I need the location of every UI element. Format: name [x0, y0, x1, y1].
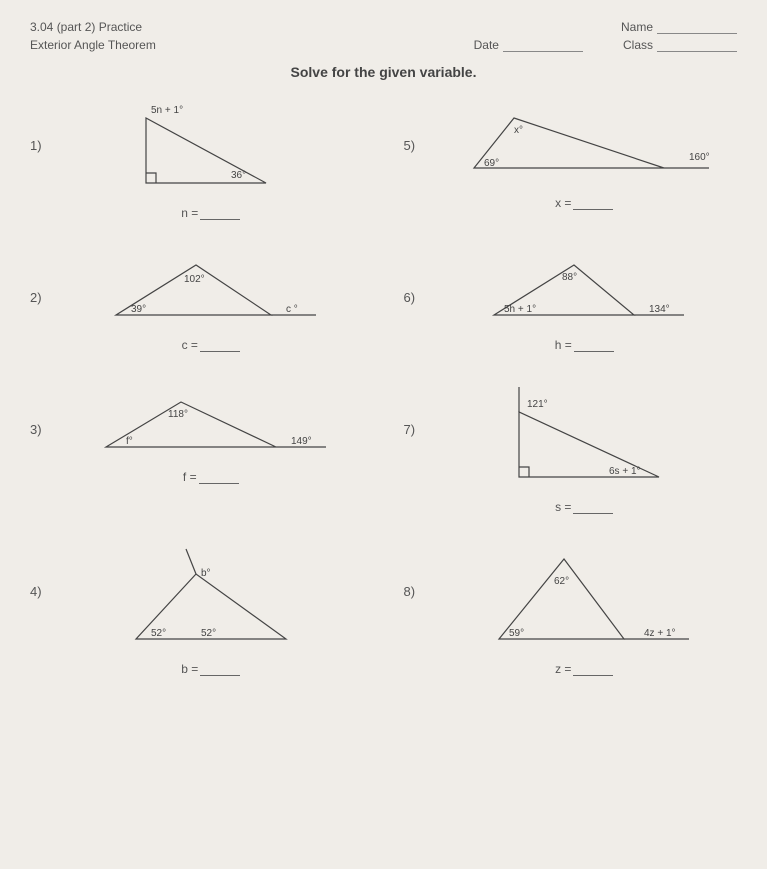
svg-text:6s + 1°: 6s + 1° [609, 466, 641, 477]
problem-number: 7) [404, 422, 422, 437]
problem-5: 5) 69° x° 160° x = [404, 98, 738, 220]
instruction-text: Solve for the given variable. [30, 64, 737, 80]
answer-line: s = [555, 500, 613, 514]
svg-text:62°: 62° [554, 576, 569, 587]
svg-text:52°: 52° [201, 628, 216, 639]
svg-text:f°: f° [126, 436, 133, 447]
triangle-7: 121° 6s + 1° [489, 382, 679, 492]
triangle-4: b° 52° 52° [111, 544, 311, 654]
problem-number: 3) [30, 422, 48, 437]
answer-line: x = [555, 196, 613, 210]
triangle-2: 39° 102° c ° [96, 250, 326, 330]
problem-8: 8) 62° 59° 4z + 1° z = [404, 544, 738, 676]
date-field: Date [474, 38, 583, 52]
problem-2: 2) 39° 102° c ° c = [30, 250, 364, 352]
svg-text:102°: 102° [184, 274, 205, 285]
problem-4: 4) b° 52° 52° b = [30, 544, 364, 676]
svg-text:c °: c ° [286, 304, 298, 315]
triangle-5: 69° x° 160° [454, 98, 714, 188]
problem-number: 4) [30, 584, 48, 599]
problem-6: 6) 88° 5h + 1° 134° h = [404, 250, 738, 352]
svg-text:134°: 134° [649, 304, 670, 315]
svg-text:5h + 1°: 5h + 1° [504, 304, 536, 315]
name-field: Name [621, 20, 737, 34]
svg-text:4z + 1°: 4z + 1° [644, 628, 676, 639]
problem-3: 3) f° 118° 149° f = [30, 382, 364, 514]
problem-number: 5) [404, 138, 422, 153]
problem-1: 1) 5n + 1° 36° n = [30, 98, 364, 220]
svg-text:88°: 88° [562, 272, 577, 283]
svg-text:x°: x° [514, 125, 523, 136]
answer-line: c = [182, 338, 240, 352]
class-field: Class [623, 38, 737, 52]
svg-text:118°: 118° [168, 409, 188, 420]
svg-text:121°: 121° [527, 399, 548, 410]
triangle-6: 88° 5h + 1° 134° [474, 250, 694, 330]
triangle-1: 5n + 1° 36° [126, 98, 296, 198]
svg-text:59°: 59° [509, 628, 524, 639]
svg-text:36°: 36° [231, 170, 246, 181]
answer-line: h = [555, 338, 614, 352]
lesson-title: 3.04 (part 2) Practice [30, 20, 384, 34]
answer-line: n = [181, 206, 240, 220]
answer-line: b = [181, 662, 240, 676]
problems-grid: 1) 5n + 1° 36° n = 5) 69° x° 160° x = [30, 98, 737, 676]
problem-number: 8) [404, 584, 422, 599]
svg-text:52°: 52° [151, 628, 166, 639]
svg-text:69°: 69° [484, 158, 499, 169]
problem-number: 2) [30, 290, 48, 305]
triangle-3: f° 118° 149° [86, 382, 336, 462]
svg-text:160°: 160° [689, 152, 710, 163]
problem-number: 6) [404, 290, 422, 305]
svg-text:39°: 39° [131, 304, 146, 315]
topic-title: Exterior Angle Theorem [30, 38, 384, 52]
answer-line: f = [183, 470, 239, 484]
svg-text:b°: b° [201, 568, 211, 579]
svg-text:5n + 1°: 5n + 1° [151, 105, 183, 116]
problem-number: 1) [30, 138, 48, 153]
problem-7: 7) 121° 6s + 1° s = [404, 382, 738, 514]
answer-line: z = [555, 662, 613, 676]
triangle-8: 62° 59° 4z + 1° [469, 544, 699, 654]
svg-text:149°: 149° [291, 436, 312, 447]
